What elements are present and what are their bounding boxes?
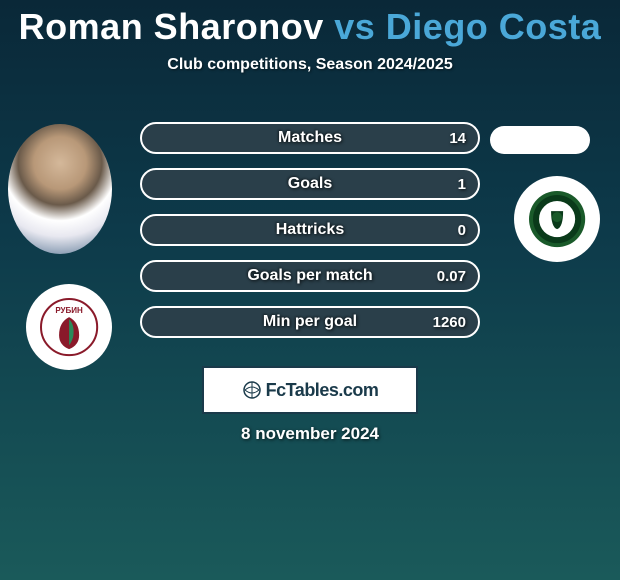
player1-photo-placeholder (8, 124, 112, 254)
player1-name: Roman Sharonov (19, 6, 324, 47)
stat-row-hattricks: Hattricks 0 (140, 214, 480, 246)
subtitle: Club competitions, Season 2024/2025 (0, 56, 620, 74)
stat-label: Hattricks (276, 221, 344, 239)
stat-value: 1260 (433, 314, 466, 331)
rubin-logo-icon: РУБИН (39, 297, 99, 357)
stat-value: 0 (458, 222, 466, 239)
player2-name: Diego Costa (386, 6, 602, 47)
stat-value: 14 (449, 130, 466, 147)
stat-label: Goals (288, 175, 332, 193)
player2-photo-placeholder (490, 126, 590, 154)
fctables-logo-icon (242, 380, 262, 400)
svg-text:РУБИН: РУБИН (55, 306, 83, 315)
branding-text: FcTables.com (266, 380, 379, 401)
stat-value: 1 (458, 176, 466, 193)
stat-row-goals-per-match: Goals per match 0.07 (140, 260, 480, 292)
krasnodar-logo-icon (527, 189, 587, 249)
team2-badge (514, 176, 600, 262)
date-text: 8 november 2024 (0, 424, 620, 444)
stat-row-goals: Goals 1 (140, 168, 480, 200)
stat-label: Matches (278, 129, 342, 147)
stat-label: Min per goal (263, 313, 357, 331)
player1-photo (8, 124, 112, 254)
stats-container: Matches 14 Goals 1 Hattricks 0 Goals per… (140, 122, 480, 352)
stat-label: Goals per match (247, 267, 372, 285)
branding-box: FcTables.com (202, 366, 418, 414)
stat-value: 0.07 (437, 268, 466, 285)
vs-text: vs (334, 6, 375, 47)
stat-row-min-per-goal: Min per goal 1260 (140, 306, 480, 338)
stat-row-matches: Matches 14 (140, 122, 480, 154)
comparison-title: Roman Sharonov vs Diego Costa (0, 0, 620, 48)
team1-badge: РУБИН (26, 284, 112, 370)
